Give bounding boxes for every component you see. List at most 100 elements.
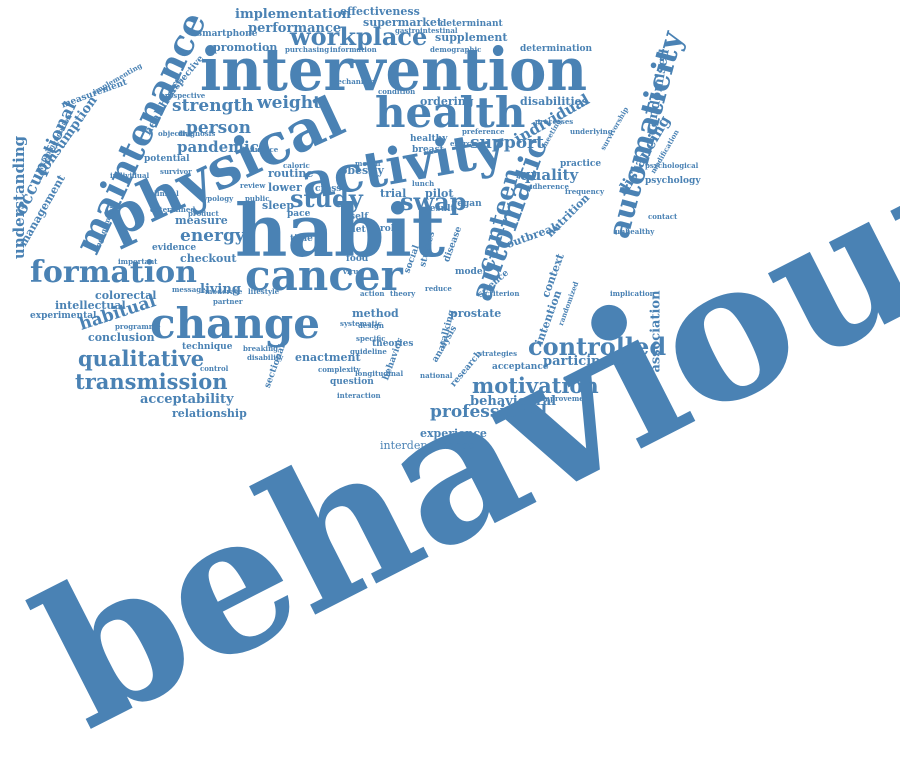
word-criterion: criterion: [485, 289, 520, 298]
word-smartphone: smartphone: [197, 29, 258, 39]
word-demographic: demographic: [430, 45, 482, 54]
word-participant: participant: [543, 354, 625, 369]
word-adherence: adherence: [528, 182, 569, 191]
word-determined: determined: [150, 205, 196, 214]
word-association: association: [648, 290, 664, 373]
word-nutrition: nutrition: [543, 191, 593, 240]
word-study: study: [290, 184, 363, 213]
word-cross: cross: [315, 184, 342, 194]
word-lunch: lunch: [412, 179, 435, 188]
word-lower: lower: [268, 181, 302, 194]
word-support: support: [470, 133, 544, 153]
word-weight: weight: [257, 93, 322, 113]
word-conclusion: conclusion: [88, 331, 155, 344]
word-habit: habit: [235, 188, 445, 273]
word-motivation: motivation: [472, 373, 599, 398]
word-person: person: [186, 118, 251, 138]
word-implementation: implementation: [235, 7, 351, 22]
word-time: time: [290, 234, 313, 244]
word-experience: experience: [420, 427, 487, 440]
word-condition: condition: [378, 87, 416, 96]
word-diagnosis: diagnosis: [178, 129, 216, 138]
word-diet: diet: [346, 225, 366, 235]
word-month: month: [355, 159, 381, 168]
word-psychology: psychology: [645, 176, 701, 186]
word-mechanism: mechanism: [330, 77, 375, 86]
word-breaking: breaking: [243, 344, 279, 353]
word-acceptability: acceptability: [140, 392, 234, 407]
word-moderate: moderate: [205, 287, 243, 296]
word-intellectual: intellectual: [55, 299, 126, 312]
word-intervention: intervention: [200, 35, 588, 105]
word-interaction: interaction: [337, 391, 381, 400]
word-technique: technique: [182, 342, 233, 352]
word-strength: strength: [172, 96, 254, 116]
word-colorectal: colorectal: [95, 289, 157, 302]
word-professional: professional: [430, 402, 548, 422]
word-individual-small: individual: [110, 171, 150, 180]
word-contact: contact: [648, 212, 678, 221]
word-relationship: relationship: [172, 407, 247, 420]
word-formation: formation: [30, 255, 197, 290]
word-enactment: enactment: [295, 351, 361, 364]
word-implication: implication: [610, 289, 655, 298]
word-breast: breast: [412, 145, 444, 155]
word-longitudinal: longitudinal: [355, 369, 404, 378]
word-supplement: supplement: [435, 31, 508, 44]
word-cancer: cancer: [245, 251, 403, 300]
word-reduce: reduce: [425, 284, 452, 293]
word-theory: theory: [390, 289, 416, 298]
word-method: method: [352, 307, 399, 320]
word-review: review: [240, 181, 266, 190]
word-important: important: [118, 257, 158, 266]
word-healthy: healthy: [410, 134, 448, 144]
word-prospective: prospective: [160, 91, 206, 100]
word-objective: objective: [158, 129, 194, 138]
word-acceptance: acceptance: [492, 362, 549, 372]
word-determinant: determinant: [440, 19, 503, 29]
word-swap: swap: [400, 187, 467, 216]
word-effectiveness: effectiveness: [340, 5, 420, 18]
word-theories: theories: [372, 339, 414, 349]
word-vegan: vegan: [452, 199, 482, 209]
word-control: control: [200, 364, 229, 373]
word-design: design: [358, 321, 384, 330]
word-checkout: checkout: [180, 252, 237, 265]
word-practice: practice: [560, 159, 602, 169]
word-partner: partner: [213, 297, 243, 306]
word-supermarket: supermarket: [363, 16, 442, 29]
word-product: product: [188, 209, 219, 218]
word-strategies: strategies: [478, 349, 518, 358]
word-pilot: pilot: [425, 187, 454, 200]
word-psychological: psychological: [645, 161, 699, 170]
word-preference: preference: [462, 127, 505, 136]
word-systematic: systematic: [340, 319, 382, 328]
word-model: model: [455, 267, 486, 277]
word-unhealthy: unhealthy: [615, 227, 655, 236]
word-exercise: exercise: [450, 139, 483, 148]
word-routine: routine: [268, 167, 314, 180]
word-underlying: underlying: [570, 127, 613, 136]
word-improvement: improvement: [540, 394, 593, 403]
word-pace: pace: [287, 209, 311, 219]
word-disease: disease: [442, 225, 465, 264]
word-evidence: evidence: [152, 243, 197, 253]
word-result: result: [425, 204, 455, 214]
word-disability: disability: [247, 353, 284, 362]
word-measure: measure: [175, 214, 228, 227]
word-food: food: [346, 254, 369, 264]
word-interdependence: interdependence: [380, 439, 475, 452]
word-controlled: controlled: [528, 332, 667, 361]
word-performance: performance: [248, 21, 342, 36]
word-survivor: survivor: [160, 167, 192, 176]
word-pandemic: pandemic: [177, 138, 259, 156]
word-public: public: [245, 194, 270, 203]
word-living: living: [200, 282, 241, 297]
word-obesity: obesity: [340, 164, 384, 177]
word-energy: energy: [180, 226, 245, 246]
word-behavioural: behavioural: [470, 394, 557, 409]
word-action: action: [360, 289, 385, 298]
word-change: change: [150, 299, 320, 348]
word-frequency: frequency: [565, 187, 605, 196]
word-complexity: complexity: [318, 365, 361, 374]
